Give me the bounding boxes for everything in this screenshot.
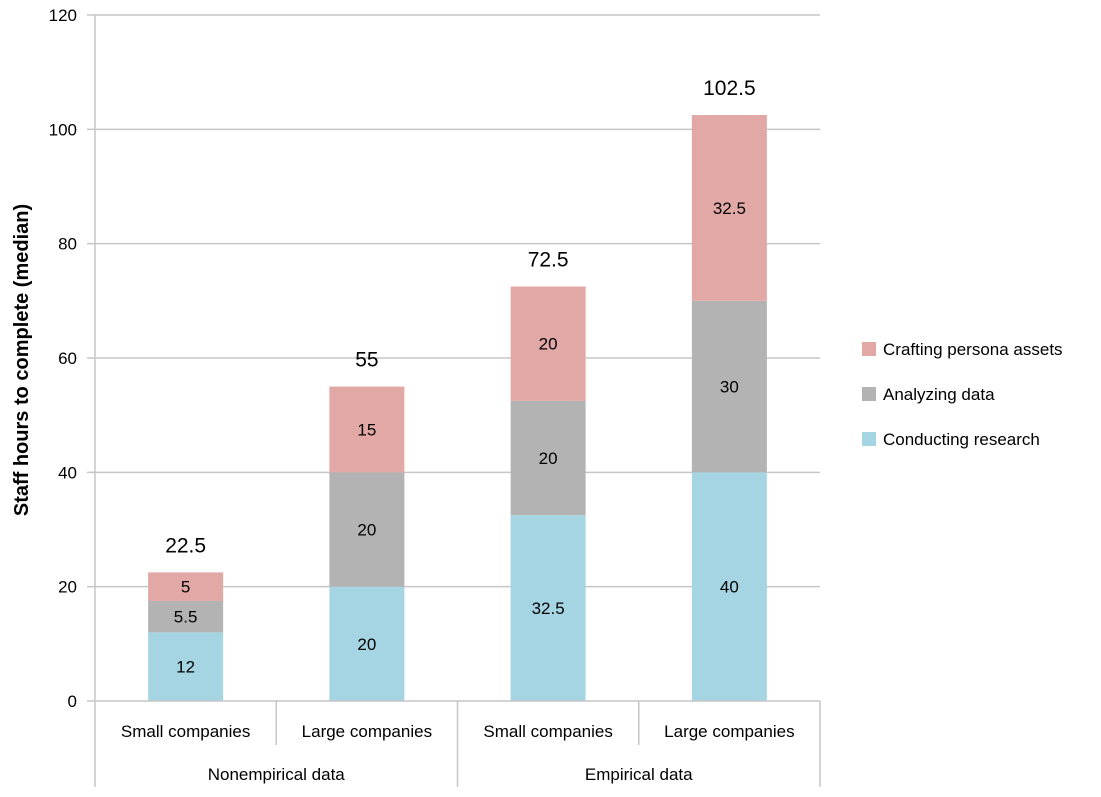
bar-segment xyxy=(329,386,405,473)
legend-swatch xyxy=(862,342,876,356)
bar-total-label: 55 xyxy=(355,349,378,372)
segment-value-label: 20 xyxy=(357,635,376,654)
bar-segment xyxy=(329,586,405,701)
legend-entry-label: Analyzing data xyxy=(883,385,995,404)
bar-segment xyxy=(510,286,586,401)
y-tick-label: 0 xyxy=(68,692,77,711)
segment-value-label: 30 xyxy=(720,378,739,397)
legend-swatch xyxy=(862,432,876,446)
segment-value-label: 32.5 xyxy=(713,199,746,218)
legend-swatch xyxy=(862,387,876,401)
legend: Crafting persona assets Analyzing data Con… xyxy=(862,340,1063,449)
x-group-label: Empirical data xyxy=(585,765,693,784)
segment-value-label: 32.5 xyxy=(532,599,565,618)
bar-total-label: 72.5 xyxy=(528,249,569,272)
bar-segment xyxy=(148,572,224,601)
y-tick-label: 20 xyxy=(58,578,77,597)
segment-value-label: 20 xyxy=(539,449,558,468)
segment-value-label: 20 xyxy=(539,335,558,354)
bar-segment xyxy=(329,472,405,587)
legend-entry-label: Conducting research xyxy=(883,430,1040,449)
segment-value-label: 15 xyxy=(357,420,376,439)
bar-total-label: 22.5 xyxy=(165,534,206,557)
y-tick-label: 80 xyxy=(58,235,77,254)
segment-value-label: 5 xyxy=(181,578,190,597)
axes xyxy=(94,15,821,787)
x-category-label: Large companies xyxy=(302,722,432,741)
segment-value-label: 12 xyxy=(176,658,195,677)
bar-segment xyxy=(148,600,224,633)
y-tick-label: 60 xyxy=(58,349,77,368)
x-category-label: Small companies xyxy=(121,722,250,741)
segment-value-label: 40 xyxy=(720,578,739,597)
x-axis-categories: Small companies Large companies Small comp… xyxy=(121,722,795,784)
bar-segment xyxy=(510,400,586,516)
x-category-label: Large companies xyxy=(664,722,794,741)
y-tick-label: 40 xyxy=(58,463,77,482)
y-tick-label: 120 xyxy=(49,6,77,25)
bars: 12 5.5 5 22.5 20 20 15 55 32.5 20 20 72.5 40 30 32.5 10… xyxy=(148,77,767,701)
legend-entry-label: Crafting persona assets xyxy=(883,340,1063,359)
bar-segment xyxy=(691,300,767,473)
segment-value-label: 20 xyxy=(357,521,376,540)
y-tick-label: 100 xyxy=(49,120,77,139)
bar-segment xyxy=(691,472,767,701)
y-axis-ticks: 0 20 40 60 80 100 120 xyxy=(49,6,95,711)
bar-total-label: 102.5 xyxy=(703,77,756,100)
bar-segment xyxy=(148,632,224,701)
x-group-label: Nonempirical data xyxy=(208,765,346,784)
bar-segment xyxy=(510,515,586,701)
bar-segment xyxy=(691,115,767,301)
x-category-label: Small companies xyxy=(483,722,612,741)
segment-value-label: 5.5 xyxy=(174,608,198,627)
y-axis-label: Staff hours to complete (median) xyxy=(11,204,33,516)
